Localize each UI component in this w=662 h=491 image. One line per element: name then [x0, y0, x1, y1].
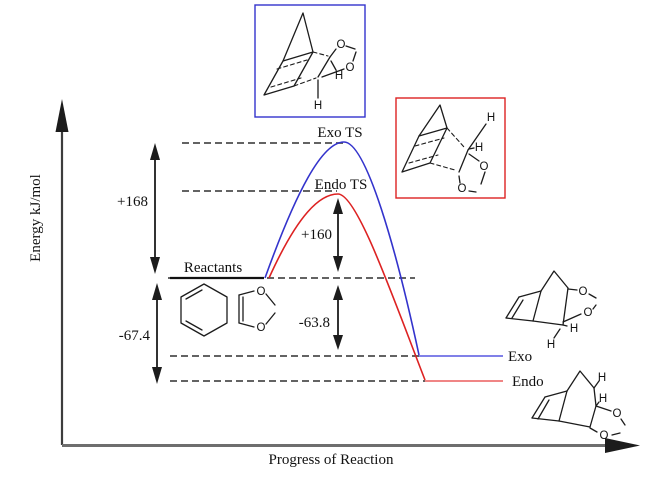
hydrogen-atom-label: H: [314, 100, 322, 112]
exo-ts-label: Exo TS: [317, 125, 362, 141]
oxygen-atom-label: O: [480, 161, 489, 173]
exo-ts-structure: O O H H: [263, 12, 357, 112]
endo-ts-structure-box: [395, 97, 506, 199]
endo-product-structure: H H O O: [531, 370, 626, 442]
y-axis-arrowhead-icon: [55, 99, 69, 132]
oxygen-atom-label: O: [337, 39, 346, 51]
exo-activation-arrow: [150, 143, 160, 274]
endo-ts-structure: H H O O: [401, 104, 495, 195]
reactants-label: Reactants: [184, 260, 242, 276]
x-axis-arrowhead-icon: [605, 438, 640, 453]
exo-product-structure: O O H H: [505, 270, 597, 351]
endo-reaction-value: -67.4: [119, 328, 151, 344]
oxygen-atom-label: O: [579, 286, 588, 298]
endo-activation-arrow: [333, 198, 343, 272]
exo-reaction-arrow: [333, 285, 343, 350]
hydrogen-atom-label: H: [547, 339, 555, 351]
hydrogen-atom-label: H: [335, 70, 343, 82]
endo-ts-label: Endo TS: [315, 177, 368, 193]
endo-reaction-arrow: [152, 283, 162, 384]
dioxole-structure: O O: [238, 286, 276, 334]
y-axis: Energy kJ/mol: [28, 99, 69, 445]
y-axis-label: Energy kJ/mol: [28, 174, 44, 262]
endo-activation-value: +160: [301, 227, 332, 243]
hydrogen-atom-label: H: [487, 112, 495, 124]
exo-curve: [264, 141, 420, 356]
hydrogen-atom-label: H: [475, 142, 483, 154]
exo-reaction-value: -63.8: [299, 315, 330, 331]
endo-product-label: Endo: [512, 374, 544, 390]
oxygen-atom-label: O: [346, 62, 355, 74]
oxygen-atom-label: O: [458, 183, 467, 195]
exo-activation-value: +168: [117, 194, 148, 210]
x-axis-label: Progress of Reaction: [269, 452, 394, 468]
hydrogen-atom-label: H: [598, 372, 606, 384]
endo-curve: [268, 193, 426, 381]
hydrogen-atom-label: H: [599, 393, 607, 405]
oxygen-atom-label: O: [613, 408, 622, 420]
hydrogen-atom-label: H: [570, 323, 578, 335]
oxygen-atom-label: O: [257, 322, 266, 334]
cyclohexadiene-structure: [180, 283, 228, 337]
oxygen-atom-label: O: [584, 307, 593, 319]
oxygen-atom-label: O: [257, 286, 266, 298]
x-axis: Progress of Reaction: [62, 438, 640, 468]
exo-ts-structure-box: [254, 4, 366, 118]
oxygen-atom-label: O: [600, 430, 609, 442]
exo-product-label: Exo: [508, 349, 532, 365]
